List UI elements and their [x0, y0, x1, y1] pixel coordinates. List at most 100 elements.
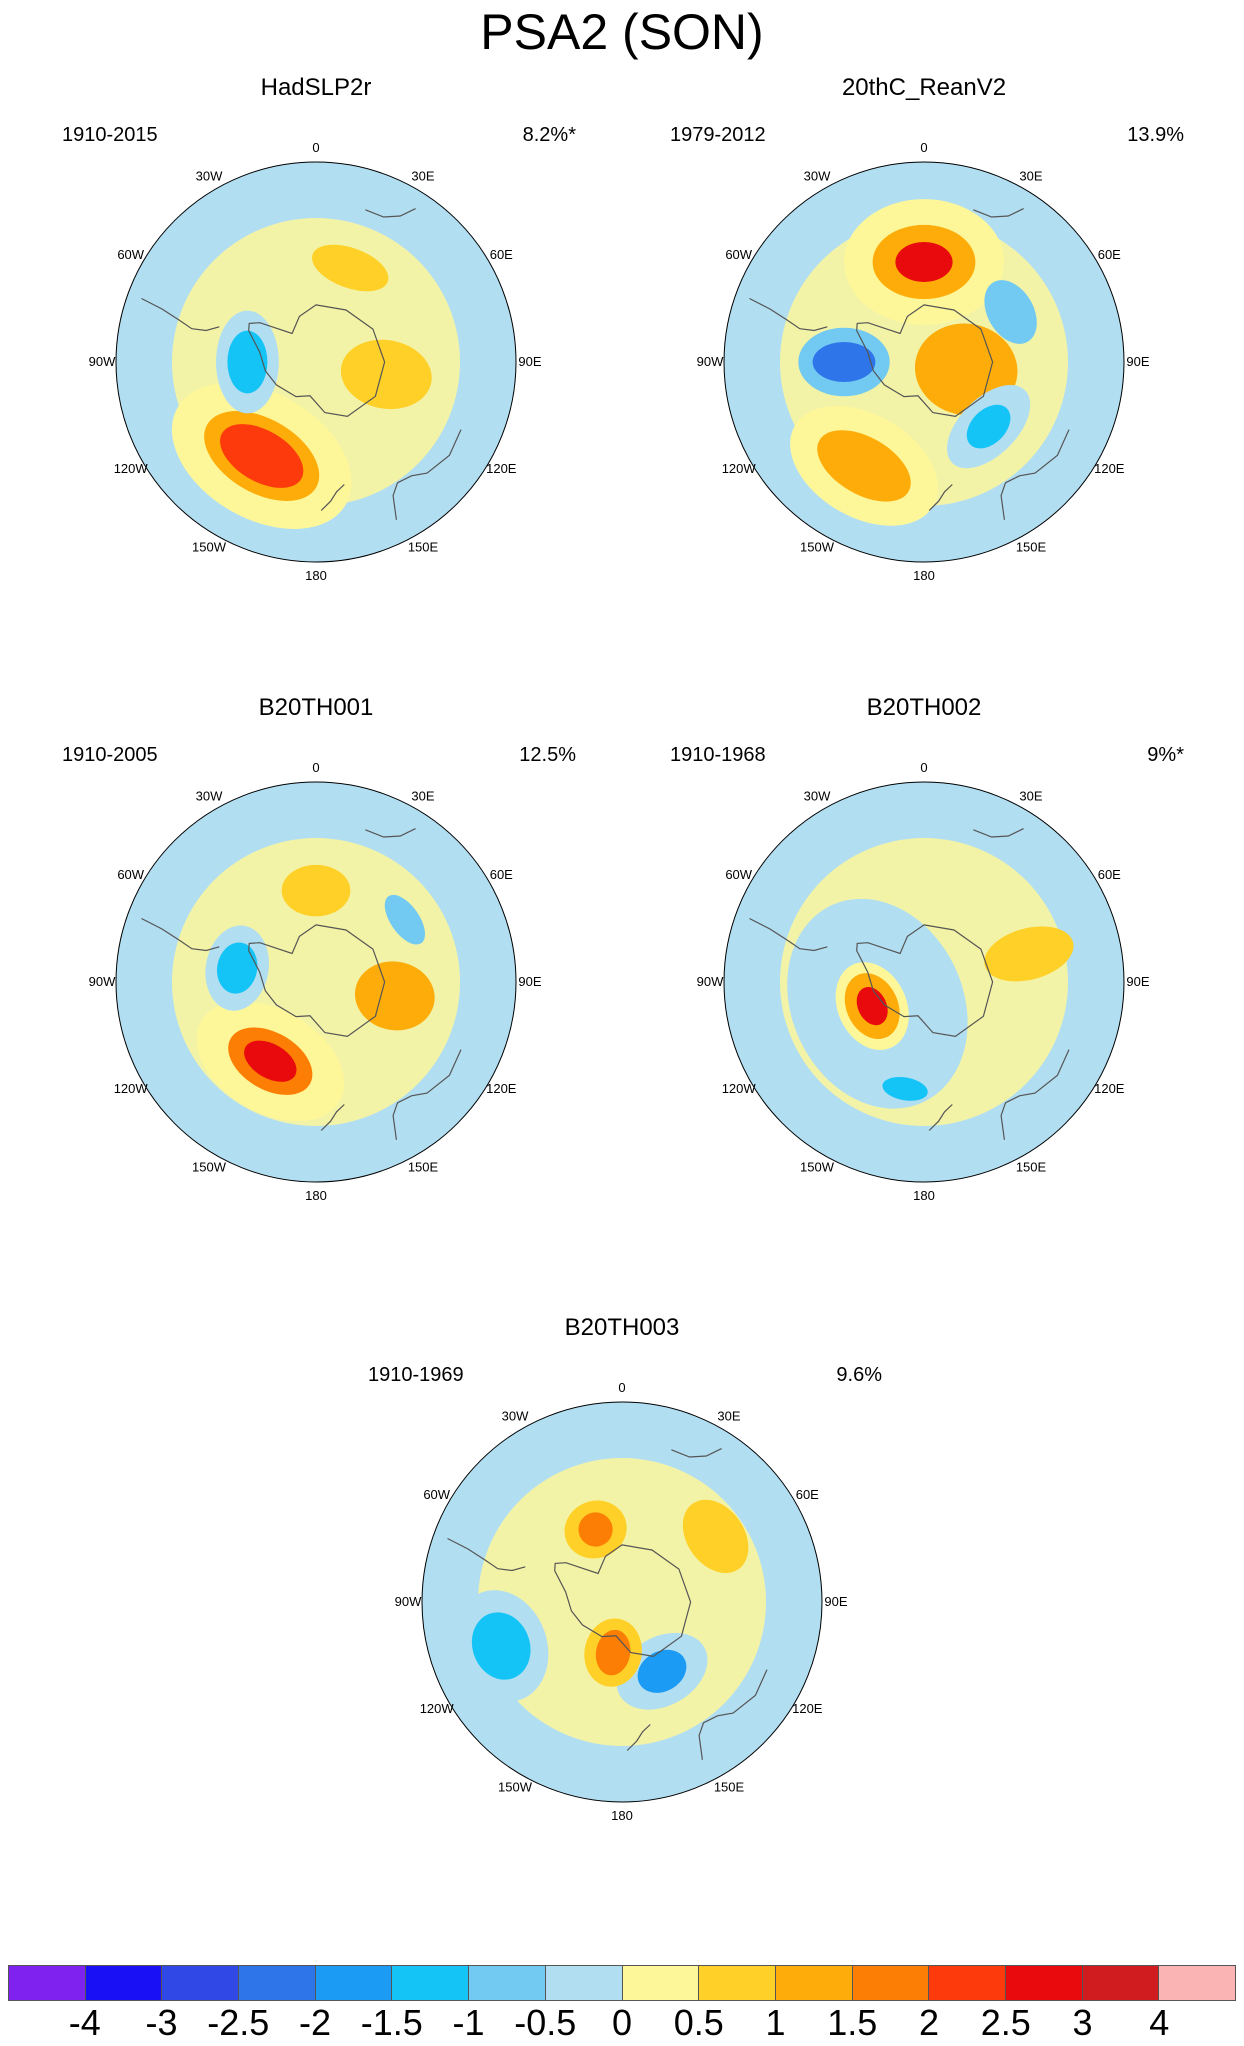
colorbar-tick-label: -3	[145, 2002, 178, 2043]
map-panel-b20th001: B20TH001 1910-2005 12.5% 0 30E 60E 90E 120E 1…	[36, 694, 596, 1274]
colorbar-labels: -4 -3 -2.5 -2 -1.5 -1 -0.5 0 0.5 1 1.5 2 2.5 3 4	[0, 2003, 1244, 2043]
colorbar-swatch	[699, 1966, 776, 2000]
period-label: 1910-2005	[62, 744, 158, 766]
positive-anomaly	[578, 1512, 613, 1547]
longitude-label: 60E	[1098, 247, 1121, 262]
positive-anomaly	[311, 244, 389, 292]
positive-anomaly	[244, 1040, 297, 1082]
longitude-label: 180	[611, 1808, 633, 1823]
longitude-label: 120E	[792, 1701, 823, 1716]
longitude-label: 90W	[89, 974, 116, 989]
colorbar-swatch	[392, 1966, 470, 2000]
longitude-label: 30W	[196, 169, 223, 184]
colorbar-swatch	[85, 1966, 163, 2000]
colorbar-tick-label: 1.5	[827, 2002, 878, 2043]
colorbar-swatch	[622, 1966, 700, 2000]
africa-coastline	[365, 828, 416, 838]
longitude-label: 30W	[196, 789, 223, 804]
panel-title: B20TH003	[564, 1314, 680, 1341]
new-zealand-coastline	[626, 1724, 651, 1751]
longitude-label: 60E	[490, 247, 513, 262]
africa-coastline	[365, 208, 416, 218]
longitude-label: 180	[305, 568, 327, 583]
longitude-label: 150E	[714, 1779, 745, 1794]
map-panel-hadslp2r: HadSLP2r 1910-2015 8.2%* 0 30E 60E 90E 120E 1…	[36, 74, 596, 654]
map-border	[421, 1401, 823, 1803]
map-panel-b20th002: B20TH002 1910-1968 9%* 0 30E 60E 90E 120E 150…	[644, 694, 1204, 1274]
longitude-label: 150W	[192, 539, 227, 554]
longitude-label: 120E	[486, 461, 517, 476]
variance-label: 8.2%*	[522, 124, 576, 146]
longitude-label: 0	[312, 140, 319, 155]
negative-anomaly	[217, 942, 258, 994]
longitude-label: 0	[312, 760, 319, 775]
longitude-label: 30E	[717, 1409, 740, 1424]
panel-title: B20TH001	[258, 694, 374, 721]
negative-anomaly	[227, 330, 268, 394]
longitude-label: 60W	[725, 247, 752, 262]
longitude-label: 180	[913, 568, 935, 583]
colorbar-tick-label: -2.5	[207, 2002, 270, 2043]
longitude-label: 90E	[1126, 974, 1149, 989]
polar-map: 0 30E 60E 90E 120E 150E 180 150W 120W 90W 60W 30W	[697, 140, 1150, 583]
antarctica-coastline	[248, 304, 386, 418]
longitude-label: 0	[618, 1380, 625, 1395]
map-border	[115, 781, 517, 1183]
panel-title: HadSLP2r	[260, 74, 372, 101]
longitude-label: 30W	[804, 789, 831, 804]
positive-anomaly	[682, 1499, 749, 1574]
longitude-label: 0	[920, 760, 927, 775]
australia-coastline	[1000, 429, 1070, 520]
longitude-label: 90W	[697, 974, 724, 989]
antarctica-coastline	[248, 924, 386, 1038]
antarctica-coastline	[856, 924, 994, 1038]
longitude-label: 120W	[114, 1081, 149, 1096]
negative-anomaly	[384, 894, 426, 945]
africa-coastline	[671, 1448, 722, 1458]
new-zealand-coastline	[928, 1104, 953, 1131]
colorbar-tick-label: 2.5	[980, 2002, 1031, 2043]
south-america-coastline	[141, 297, 220, 332]
colorbar-tick-label: -2	[298, 2002, 332, 2043]
new-zealand-coastline	[928, 484, 953, 511]
antarctica-coastline	[554, 1544, 692, 1658]
australia-coastline	[698, 1669, 768, 1760]
variance-label: 13.9%	[1127, 124, 1184, 146]
map-panel-b20th003: B20TH003 1910-1969 9.6% 0 30E 60E 90E 120E 15…	[342, 1314, 902, 1894]
longitude-label: 90E	[518, 974, 541, 989]
colorbar-swatch	[469, 1966, 546, 2000]
longitude-label: 90E	[518, 354, 541, 369]
positive-anomaly	[220, 424, 304, 488]
longitude-label: 60E	[1098, 867, 1121, 882]
longitude-label: 30E	[411, 789, 434, 804]
longitude-label: 90W	[395, 1594, 422, 1609]
longitude-label: 150W	[800, 1159, 835, 1174]
longitude-label: 120E	[1094, 1081, 1125, 1096]
africa-coastline	[973, 828, 1024, 838]
longitude-label: 90E	[824, 1594, 847, 1609]
longitude-label: 150W	[192, 1159, 227, 1174]
map-border	[115, 161, 517, 563]
africa-coastline	[973, 208, 1024, 218]
longitude-label: 120W	[722, 1081, 757, 1096]
colorbar-swatch	[929, 1966, 1006, 2000]
longitude-label: 30E	[411, 169, 434, 184]
positive-anomaly	[340, 339, 432, 410]
south-america-coastline	[141, 917, 220, 952]
period-label: 1910-1968	[670, 744, 766, 766]
longitude-label: 60W	[117, 247, 144, 262]
new-zealand-coastline	[320, 484, 345, 511]
longitude-label: 30E	[1019, 789, 1042, 804]
positive-anomaly	[817, 430, 911, 502]
colorbar-swatch	[239, 1966, 316, 2000]
longitude-label: 120W	[420, 1701, 455, 1716]
colorbar-tick-label: 4	[1149, 2002, 1170, 2043]
negative-anomaly	[637, 1649, 687, 1693]
positive-anomaly	[281, 864, 351, 917]
main-title: PSA2 (SON)	[480, 4, 764, 60]
polar-map: 0 30E 60E 90E 120E 150E 180 150W 120W 90W 60W 30W	[395, 1380, 848, 1823]
australia-coastline	[392, 429, 462, 520]
colorbar-swatch	[9, 1966, 86, 2000]
colorbar	[8, 1965, 1236, 2001]
colorbar-swatch	[1082, 1966, 1160, 2000]
